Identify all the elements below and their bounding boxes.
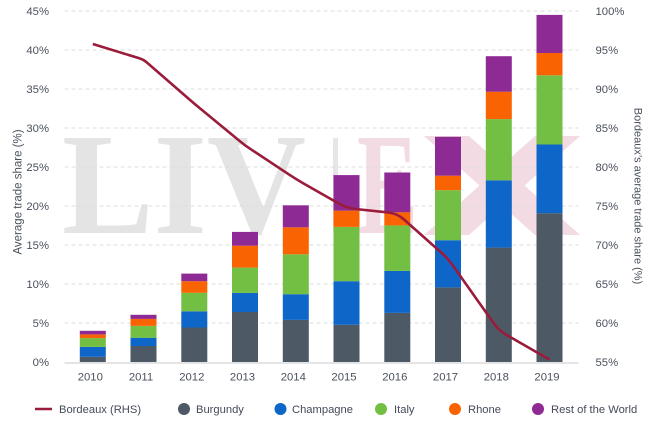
svg-text:70%: 70% <box>596 240 619 252</box>
svg-text:35%: 35% <box>26 84 49 96</box>
svg-text:0%: 0% <box>33 357 49 369</box>
svg-text:25%: 25% <box>26 162 49 174</box>
svg-text:2010: 2010 <box>78 372 103 384</box>
svg-text:Rest of the World: Rest of the World <box>551 404 637 416</box>
svg-text:85%: 85% <box>596 123 619 135</box>
svg-text:10%: 10% <box>26 279 49 291</box>
svg-text:2017: 2017 <box>433 372 458 384</box>
svg-text:LIV: LIV <box>62 105 306 265</box>
svg-text:45%: 45% <box>26 6 49 18</box>
svg-text:Bordeaux (RHS): Bordeaux (RHS) <box>59 404 141 416</box>
svg-text:2014: 2014 <box>281 372 306 384</box>
svg-text:40%: 40% <box>26 45 49 57</box>
svg-text:Italy: Italy <box>394 404 415 416</box>
svg-text:2013: 2013 <box>230 372 255 384</box>
svg-text:80%: 80% <box>596 162 619 174</box>
svg-text:15%: 15% <box>26 240 49 252</box>
svg-text:75%: 75% <box>596 201 619 213</box>
svg-text:2018: 2018 <box>484 372 509 384</box>
svg-text:2012: 2012 <box>179 372 204 384</box>
svg-text:55%: 55% <box>596 357 619 369</box>
svg-text:Burgundy: Burgundy <box>196 404 244 416</box>
svg-text:5%: 5% <box>33 318 49 330</box>
svg-text:Champagne: Champagne <box>292 404 353 416</box>
svg-text:2011: 2011 <box>129 372 153 384</box>
svg-text:2015: 2015 <box>331 372 356 384</box>
svg-text:30%: 30% <box>26 123 49 135</box>
svg-text:65%: 65% <box>596 279 619 291</box>
svg-text:100%: 100% <box>596 6 625 18</box>
svg-text:Bordeaux’s average trade share: Bordeaux’s average trade share (%) <box>632 108 644 285</box>
svg-text:20%: 20% <box>26 201 49 213</box>
svg-text:Rhone: Rhone <box>468 404 501 416</box>
svg-text:2016: 2016 <box>382 372 407 384</box>
svg-text:90%: 90% <box>596 84 619 96</box>
svg-text:60%: 60% <box>596 318 619 330</box>
svg-text:Average trade share (%): Average trade share (%) <box>13 129 25 254</box>
svg-text:2019: 2019 <box>534 372 559 384</box>
svg-text:95%: 95% <box>596 45 619 57</box>
